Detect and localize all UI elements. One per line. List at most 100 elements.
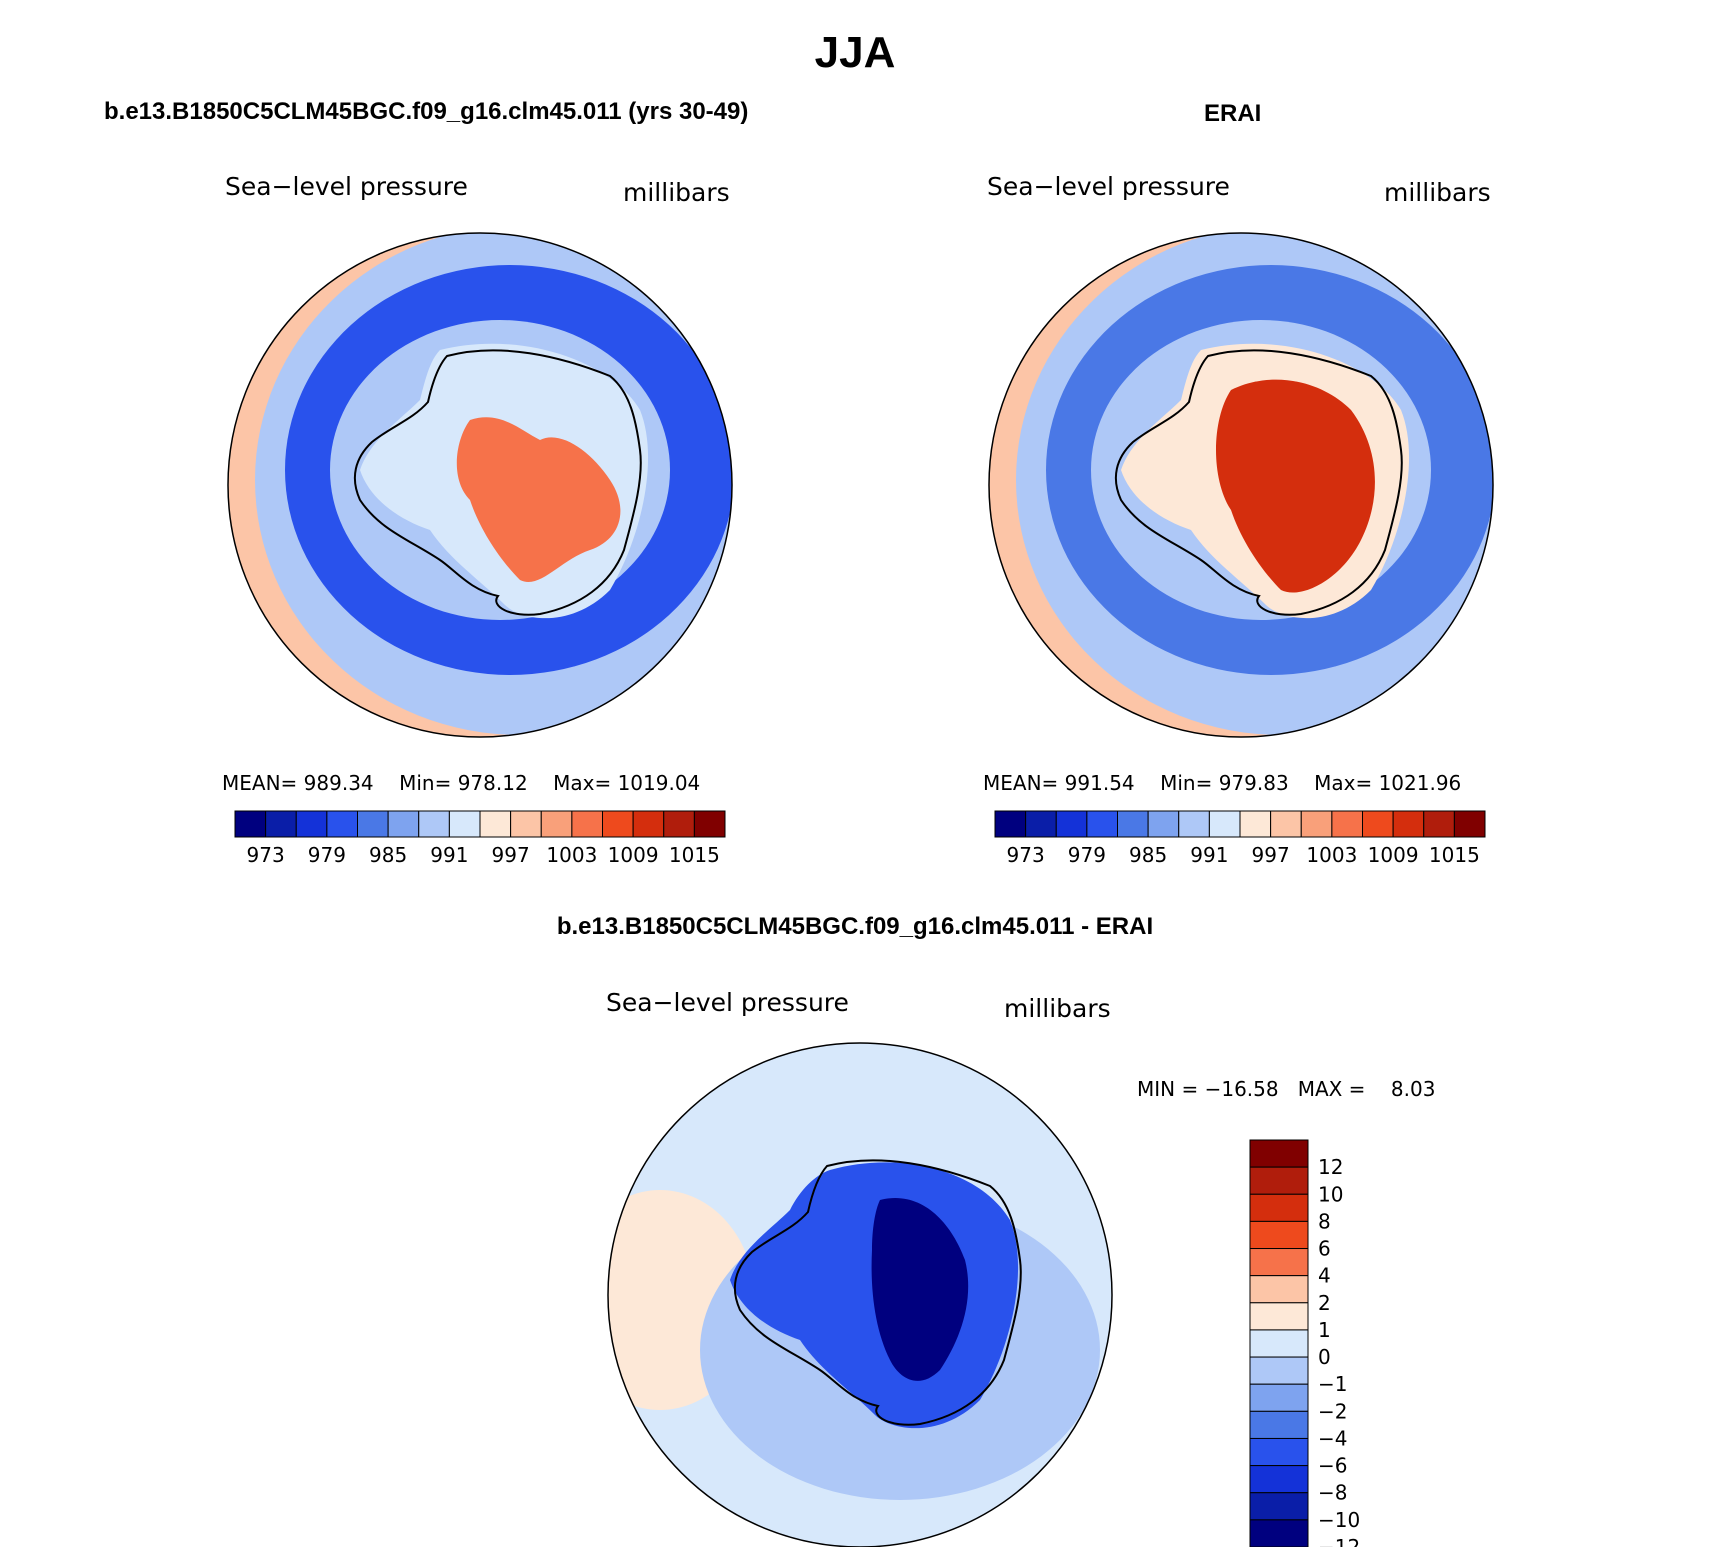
obs-colorbar-swatch: [1392, 810, 1425, 838]
model-panel-title: b.e13.B1850C5CLM45BGC.f09_g16.clm45.011 …: [104, 98, 749, 125]
model-colorbar-swatch: [663, 810, 695, 838]
diff-colorbar-swatch: [1249, 1437, 1309, 1467]
obs-colorbar-tick-label: 997: [1252, 843, 1290, 867]
diff-variable-label: Sea−level pressure: [606, 988, 849, 1017]
diff-panel-title: b.e13.B1850C5CLM45BGC.f09_g16.clm45.011 …: [556, 913, 1154, 940]
diff-colorbar-swatch: [1249, 1275, 1309, 1304]
obs-colorbar-swatch: [1208, 810, 1241, 838]
model-colorbar-tick-label: 1009: [608, 843, 659, 867]
diff-colorbar-swatch: [1249, 1356, 1309, 1385]
model-colorbar-tick-label: 979: [308, 843, 346, 867]
diff-colorbar-tick-label: 0: [1318, 1345, 1331, 1369]
obs-mean-label: MEAN=: [983, 771, 1059, 795]
model-colorbar-swatch: [693, 810, 726, 838]
model-variable-label: Sea−level pressure: [225, 172, 468, 201]
model-mean-value: 989.34: [303, 771, 374, 795]
model-colorbar-tick-label: 991: [430, 843, 468, 867]
obs-stats: MEAN= 991.54 Min= 979.83 Max= 1021.96: [983, 771, 1461, 795]
model-colorbar-swatch: [418, 810, 450, 838]
obs-min-label: Min=: [1160, 771, 1213, 795]
obs-colorbar-swatch: [994, 810, 1027, 838]
obs-panel-title: ERAI: [1204, 100, 1262, 127]
model-min-label: Min=: [399, 771, 452, 795]
diff-colorbar-tick-label: 8: [1318, 1209, 1331, 1233]
model-colorbar-tick-label: 997: [492, 843, 530, 867]
diff-colorbar-tick-label: 1: [1318, 1318, 1331, 1342]
diff-colorbar-tick-label: −12: [1318, 1535, 1360, 1547]
model-colorbar-swatch: [357, 810, 389, 838]
diff-units-label: millibars: [1004, 994, 1111, 1023]
model-colorbar-tick-label: 973: [247, 843, 285, 867]
obs-colorbar-swatch: [1086, 810, 1118, 838]
obs-colorbar-swatch: [1362, 810, 1394, 838]
diff-colorbar-tick-label: 2: [1318, 1291, 1331, 1315]
diff-deep-negative: [871, 1198, 969, 1381]
model-colorbar-swatch: [326, 810, 358, 838]
model-colorbar-swatch: [387, 810, 420, 838]
obs-colorbar-tick-label: 973: [1007, 843, 1045, 867]
model-max-label: Max=: [553, 771, 612, 795]
model-colorbar-swatch: [602, 810, 634, 838]
obs-colorbar-swatch: [1270, 810, 1302, 838]
model-min-value: 978.12: [457, 771, 528, 795]
model-colorbar-swatch: [479, 810, 512, 838]
obs-colorbar-tick-label: 1009: [1368, 843, 1419, 867]
diff-stats: MIN = −16.58 MAX = 8.03: [1137, 1077, 1435, 1101]
model-max-value: 1019.04: [617, 771, 701, 795]
model-colorbar-swatch: [632, 810, 665, 838]
model-colorbar-swatch: [295, 810, 328, 838]
model-high-center: [456, 417, 621, 583]
model-colorbar-tick-label: 1015: [669, 843, 720, 867]
obs-variable-label: Sea−level pressure: [987, 172, 1230, 201]
diff-coastline: [733, 1159, 1022, 1426]
model-units-label: millibars: [623, 178, 730, 207]
obs-colorbar-swatch: [1453, 810, 1486, 838]
diff-colorbar-swatch: [1249, 1139, 1309, 1168]
model-mean-label: MEAN=: [222, 771, 298, 795]
diff-colorbar-swatch: [1249, 1302, 1309, 1331]
obs-colorbar-swatch: [1239, 810, 1272, 838]
model-stats: MEAN= 989.34 Min= 978.12 Max= 1019.04: [222, 771, 700, 795]
diff-colorbar-swatch: [1249, 1492, 1309, 1521]
diff-colorbar-swatch: [1249, 1166, 1309, 1195]
diff-colorbar-swatch: [1249, 1465, 1309, 1494]
diff-max-value: 8.03: [1390, 1077, 1436, 1101]
obs-colorbar-swatch: [1300, 810, 1333, 838]
obs-max-label: Max=: [1314, 771, 1373, 795]
obs-colorbar-tick-label: 985: [1129, 843, 1167, 867]
model-colorbar-swatch: [510, 810, 542, 838]
diff-colorbar-tick-label: 12: [1318, 1155, 1343, 1179]
diff-colorbar-tick-label: −6: [1318, 1454, 1347, 1478]
model-colorbar: 973 979 985 991 997 1003 1009 1015: [234, 810, 726, 867]
obs-map: [988, 232, 1494, 738]
model-colorbar-swatch: [234, 810, 267, 838]
obs-mean-value: 991.54: [1064, 771, 1135, 795]
model-colorbar-tick-label: 985: [369, 843, 407, 867]
diff-colorbar-swatch: [1249, 1329, 1309, 1358]
obs-colorbar-swatch: [1025, 810, 1057, 838]
diff-min-label: MIN =: [1137, 1077, 1205, 1101]
model-colorbar-swatch: [448, 810, 481, 838]
diff-min-value: −16.58: [1204, 1077, 1279, 1101]
obs-colorbar-tick-label: 991: [1190, 843, 1228, 867]
model-colorbar-swatch: [265, 810, 297, 838]
model-colorbar-swatch: [571, 810, 603, 838]
obs-min-value: 979.83: [1218, 771, 1289, 795]
diff-map: [607, 1042, 1113, 1547]
diff-colorbar-swatch: [1249, 1248, 1309, 1277]
obs-colorbar-swatch: [1423, 810, 1455, 838]
obs-colorbar: 973 979 985 991 997 1003 1009 1015: [994, 810, 1486, 867]
diff-colorbar-swatch: [1249, 1383, 1309, 1412]
obs-colorbar-swatch: [1147, 810, 1180, 838]
model-coastline: [353, 349, 642, 616]
figure-title: JJA: [814, 28, 896, 77]
obs-colorbar-tick-label: 1015: [1429, 843, 1480, 867]
diff-max-label: MAX =: [1297, 1077, 1366, 1101]
obs-colorbar-swatch: [1055, 810, 1088, 838]
obs-colorbar-tick-label: 1003: [1306, 843, 1357, 867]
obs-colorbar-swatch: [1178, 810, 1210, 838]
diff-colorbar-swatch: [1249, 1410, 1309, 1439]
diff-colorbar-swatch: [1249, 1220, 1309, 1250]
